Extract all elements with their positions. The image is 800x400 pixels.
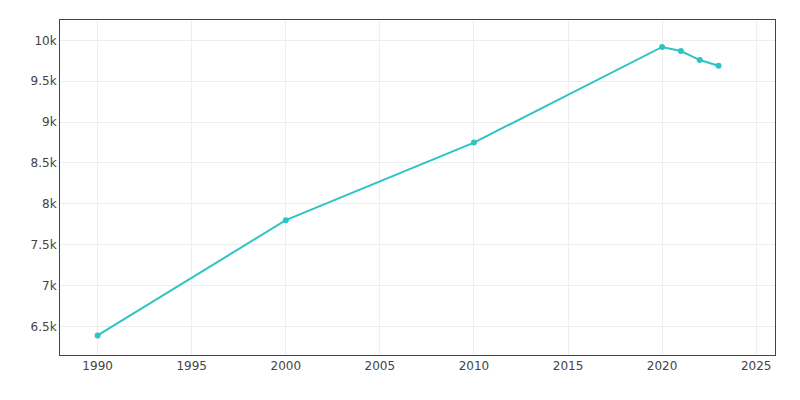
svg-text:9k: 9k [42, 115, 57, 129]
svg-text:1995: 1995 [176, 359, 207, 373]
svg-text:2000: 2000 [271, 359, 302, 373]
svg-text:2005: 2005 [365, 359, 396, 373]
svg-text:2015: 2015 [553, 359, 584, 373]
svg-text:8.5k: 8.5k [31, 156, 57, 170]
svg-text:7.5k: 7.5k [31, 238, 57, 252]
svg-text:2010: 2010 [459, 359, 490, 373]
svg-text:9.5k: 9.5k [31, 74, 57, 88]
svg-text:2025: 2025 [741, 359, 772, 373]
svg-text:8k: 8k [42, 197, 57, 211]
svg-text:2020: 2020 [647, 359, 678, 373]
svg-text:1990: 1990 [82, 359, 113, 373]
svg-text:10k: 10k [34, 34, 56, 48]
svg-text:7k: 7k [42, 279, 57, 293]
svg-text:6.5k: 6.5k [31, 320, 57, 334]
